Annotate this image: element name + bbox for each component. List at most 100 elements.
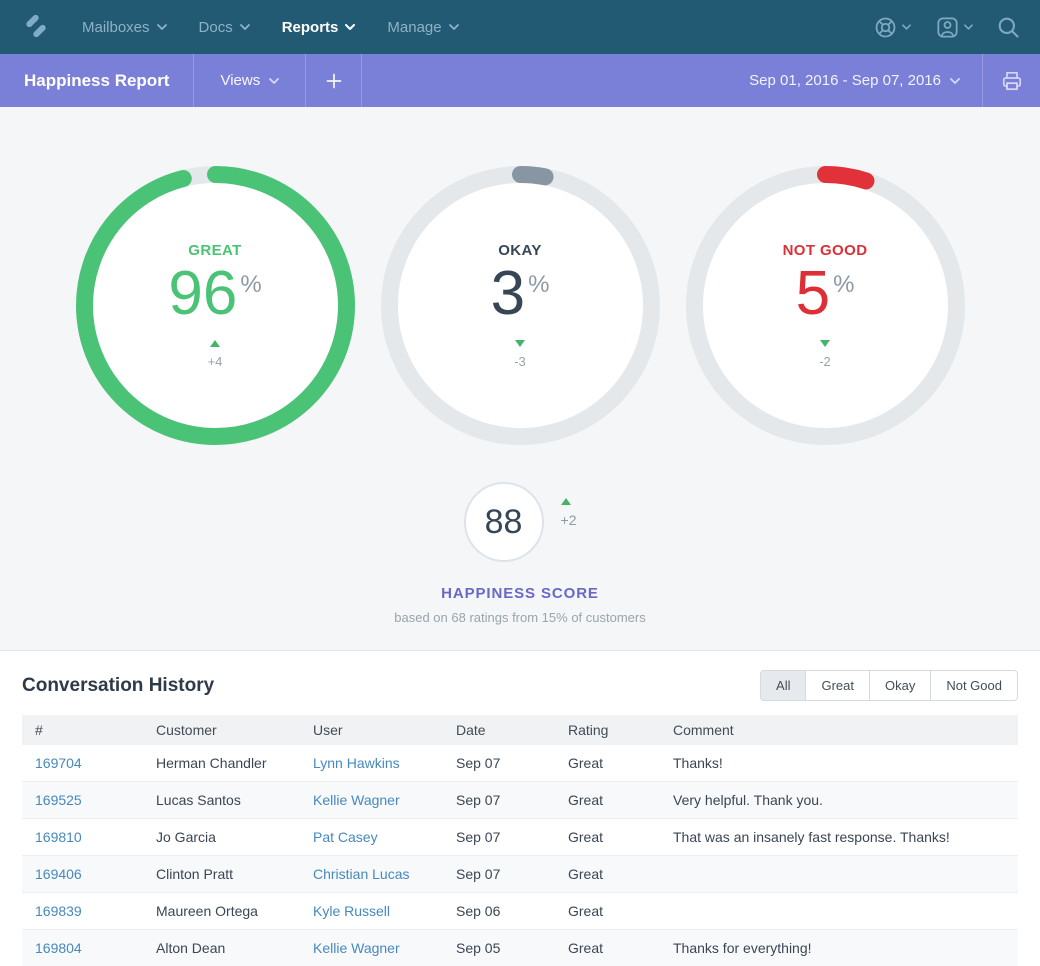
chevron-down-icon	[950, 78, 960, 84]
print-button[interactable]	[983, 54, 1040, 107]
report-toolbar: Happiness Report Views Sep 01, 2016 - Se…	[0, 54, 1040, 107]
nav-item-reports[interactable]: Reports	[266, 0, 372, 54]
conversation-id-link[interactable]: 169704	[35, 755, 82, 771]
conversation-id-link[interactable]: 169406	[35, 866, 82, 882]
filter-not-good-button[interactable]: Not Good	[930, 670, 1018, 701]
filter-okay-button[interactable]: Okay	[869, 670, 931, 701]
add-view-button[interactable]	[306, 54, 361, 107]
column-header-number: #	[22, 715, 143, 745]
toolbar-divider	[361, 54, 362, 107]
logo-icon	[20, 11, 52, 43]
nav-item-label: Mailboxes	[82, 19, 150, 36]
table-row: 169525 Lucas Santos Kellie Wagner Sep 07…	[22, 782, 1018, 819]
chevron-down-icon	[157, 24, 167, 30]
comment-cell	[660, 893, 1018, 930]
table-row: 169704 Herman Chandler Lynn Hawkins Sep …	[22, 745, 1018, 782]
happiness-score-block: 88 +2 HAPPINESS SCORE based on 68 rating…	[0, 482, 1040, 625]
chevron-down-icon	[269, 78, 279, 84]
comment-cell	[660, 856, 1018, 893]
life-buoy-icon	[873, 15, 898, 40]
date-cell: Sep 07	[443, 856, 555, 893]
delta-arrow-icon	[561, 498, 571, 505]
page-title: Happiness Report	[0, 71, 193, 91]
date-cell: Sep 06	[443, 893, 555, 930]
delta-arrow-icon	[820, 340, 830, 347]
nav-item-label: Manage	[387, 19, 441, 36]
gauge-label: OKAY	[498, 242, 542, 259]
gauge-percent-sign: %	[240, 271, 261, 299]
column-header-customer: Customer	[143, 715, 300, 745]
comment-cell: Thanks for everything!	[660, 930, 1018, 966]
rating-cell: Great	[555, 930, 660, 966]
conversation-table: # Customer User Date Rating Comment 1697…	[22, 715, 1018, 966]
customer-cell: Jo Garcia	[143, 819, 300, 856]
gauge-delta: -2	[819, 354, 831, 369]
print-icon	[1000, 69, 1024, 93]
date-cell: Sep 07	[443, 819, 555, 856]
user-link[interactable]: Pat Casey	[313, 829, 378, 845]
score-delta: +2	[561, 512, 577, 528]
user-link[interactable]: Christian Lucas	[313, 866, 410, 882]
user-link[interactable]: Kellie Wagner	[313, 940, 400, 956]
date-cell: Sep 05	[443, 930, 555, 966]
conversation-id-link[interactable]: 169839	[35, 903, 82, 919]
plus-icon	[326, 73, 342, 89]
column-header-rating: Rating	[555, 715, 660, 745]
user-link[interactable]: Lynn Hawkins	[313, 755, 400, 771]
nav-item-docs[interactable]: Docs	[183, 0, 266, 54]
table-row: 169804 Alton Dean Kellie Wagner Sep 05 G…	[22, 930, 1018, 966]
comment-cell: Very helpful. Thank you.	[660, 782, 1018, 819]
rating-cell: Great	[555, 893, 660, 930]
help-menu-button[interactable]	[873, 15, 911, 40]
helpscout-logo[interactable]	[20, 11, 52, 43]
nav-item-label: Reports	[282, 19, 339, 36]
filter-great-button[interactable]: Great	[805, 670, 870, 701]
user-link[interactable]: Kyle Russell	[313, 903, 390, 919]
user-link[interactable]: Kellie Wagner	[313, 792, 400, 808]
table-header-row: # Customer User Date Rating Comment	[22, 715, 1018, 745]
customer-cell: Herman Chandler	[143, 745, 300, 782]
happiness-summary-section: GREAT 96 % +4 OKAY 3 %	[0, 107, 1040, 651]
gauge-percent-sign: %	[833, 271, 854, 299]
delta-arrow-icon	[515, 340, 525, 347]
date-range-picker[interactable]: Sep 01, 2016 - Sep 07, 2016	[727, 54, 982, 107]
search-button[interactable]	[997, 16, 1020, 39]
gauge-value: 3	[491, 261, 525, 328]
chevron-down-icon	[449, 24, 459, 30]
happiness-score-circle: 88	[464, 482, 544, 562]
nav-item-manage[interactable]: Manage	[371, 0, 474, 54]
delta-arrow-icon	[210, 340, 220, 347]
account-icon	[935, 15, 960, 40]
section-title: Conversation History	[22, 675, 214, 697]
customer-cell: Alton Dean	[143, 930, 300, 966]
gauge-not-good: NOT GOOD 5 % -2	[685, 165, 966, 446]
customer-cell: Maureen Ortega	[143, 893, 300, 930]
gauge-delta: +4	[208, 354, 223, 369]
chevron-down-icon	[902, 24, 911, 30]
chevron-down-icon	[240, 24, 250, 30]
conversation-id-link[interactable]: 169804	[35, 940, 82, 956]
conversation-id-link[interactable]: 169525	[35, 792, 82, 808]
gauge-great: GREAT 96 % +4	[75, 165, 356, 446]
happiness-score-subtext: based on 68 ratings from 15% of customer…	[0, 610, 1040, 625]
happiness-score-label: HAPPINESS SCORE	[0, 585, 1040, 602]
gauge-value: 96	[168, 261, 237, 328]
column-header-comment: Comment	[660, 715, 1018, 745]
date-cell: Sep 07	[443, 745, 555, 782]
filter-all-button[interactable]: All	[760, 670, 806, 701]
nav-item-mailboxes[interactable]: Mailboxes	[66, 0, 183, 54]
nav-item-label: Docs	[199, 19, 233, 36]
account-menu-button[interactable]	[935, 15, 973, 40]
column-header-date: Date	[443, 715, 555, 745]
rating-cell: Great	[555, 819, 660, 856]
table-row: 169810 Jo Garcia Pat Casey Sep 07 Great …	[22, 819, 1018, 856]
gauge-percent-sign: %	[528, 271, 549, 299]
views-dropdown[interactable]: Views	[194, 54, 305, 107]
search-icon	[997, 16, 1020, 39]
rating-cell: Great	[555, 782, 660, 819]
chevron-down-icon	[964, 24, 973, 30]
happiness-score-value: 88	[485, 503, 523, 542]
customer-cell: Lucas Santos	[143, 782, 300, 819]
gauge-label: GREAT	[188, 242, 241, 259]
conversation-id-link[interactable]: 169810	[35, 829, 82, 845]
